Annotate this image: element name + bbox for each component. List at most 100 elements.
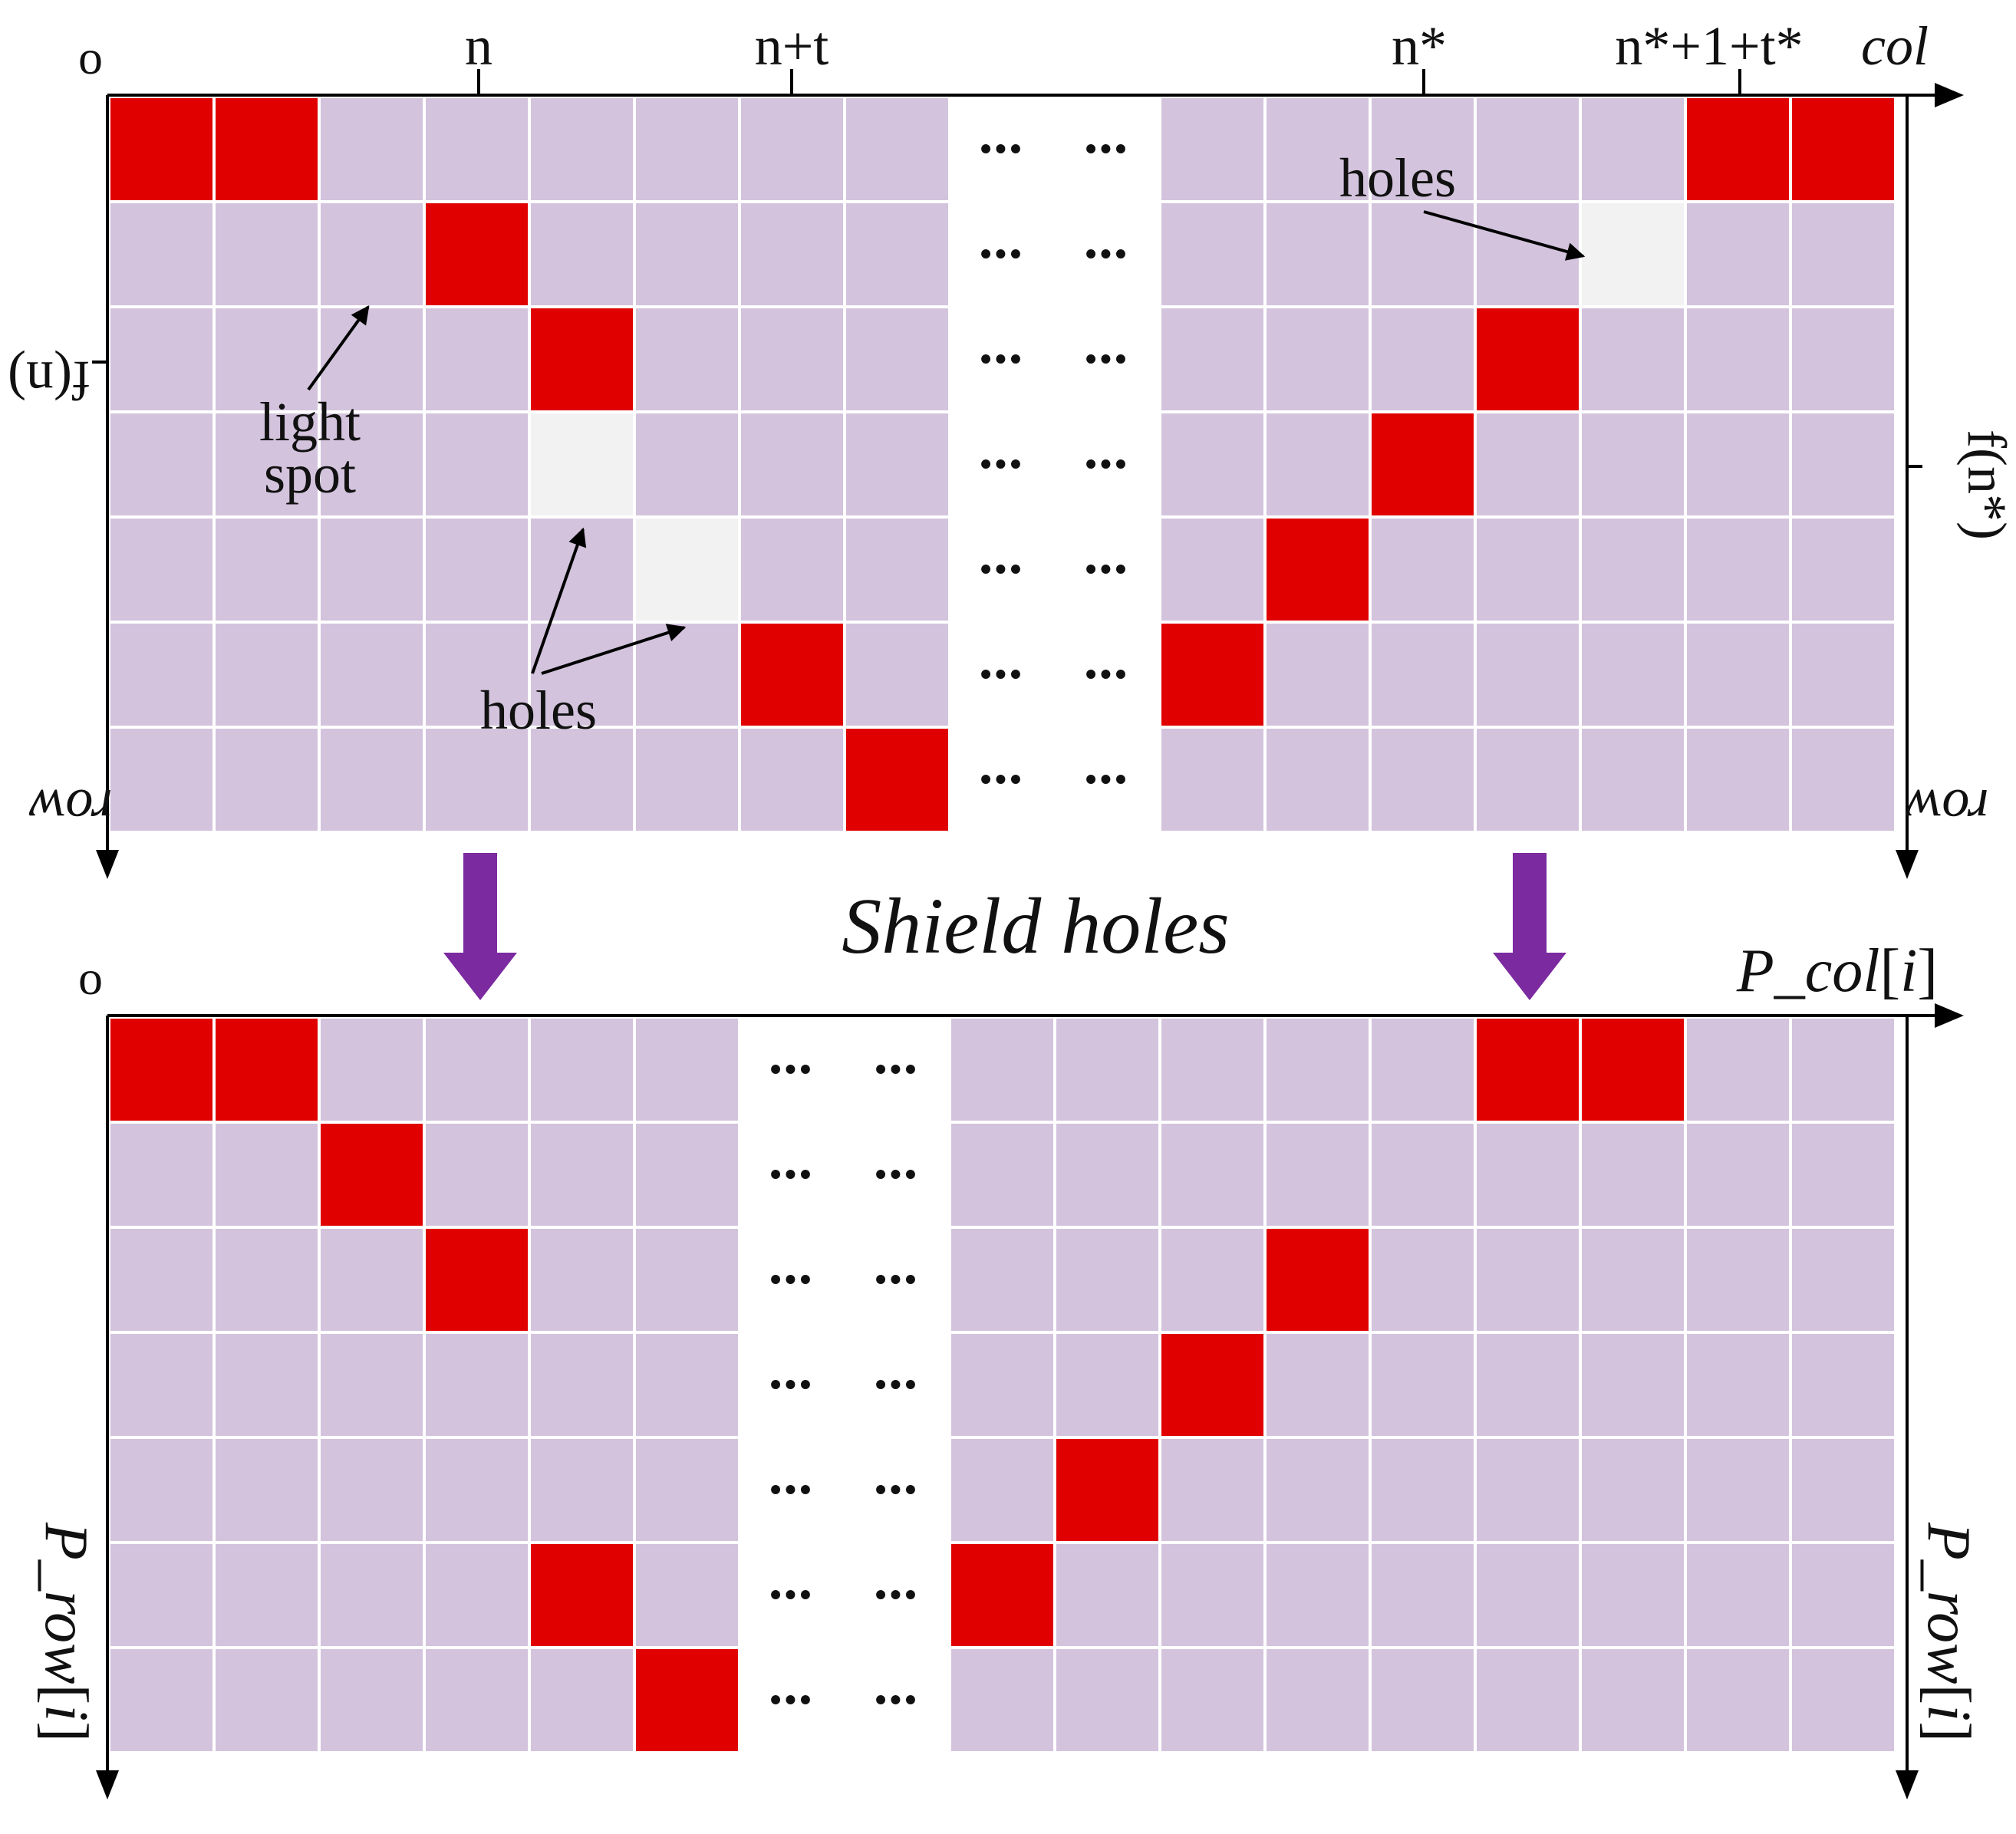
top-cell-r2-c16 bbox=[1792, 308, 1894, 410]
bottom-cell-r2-c0 bbox=[110, 1229, 212, 1331]
bottom-cell-r5-c10 bbox=[1161, 1544, 1263, 1646]
bottom-row-axis-left-open-bracket: [ bbox=[32, 1684, 100, 1704]
top-light-spot-cell-r0-c16 bbox=[1792, 98, 1894, 200]
bottom-cell-r0-c11 bbox=[1267, 1019, 1369, 1121]
bottom-light-spot-cell-r0-c13 bbox=[1477, 1019, 1579, 1121]
top-cell-r2-c15 bbox=[1687, 308, 1789, 410]
bottom-cell-r2-c8 bbox=[951, 1229, 1053, 1331]
top-cell-r2-c3 bbox=[426, 308, 528, 410]
bottom-cell-r6-c10 bbox=[1161, 1649, 1263, 1751]
top-cell-r1-c4 bbox=[531, 203, 633, 305]
bottom-cell-r2-c5 bbox=[636, 1229, 738, 1331]
bottom-light-spot-cell-r0-c1 bbox=[216, 1019, 318, 1121]
bottom-cell-r1-c4 bbox=[531, 1124, 633, 1226]
top-light-spot-cell-r4-c11 bbox=[1267, 519, 1369, 621]
top-cell-r3-c6 bbox=[741, 413, 843, 515]
bottom-cell-r2-c9 bbox=[1056, 1229, 1158, 1331]
top-cell-r2-c5 bbox=[636, 308, 738, 410]
bottom-cell-r0-c5 bbox=[636, 1019, 738, 1121]
bottom-cell-r5-c5 bbox=[636, 1544, 738, 1646]
top-ellipsis-r3-c8: ••• bbox=[980, 446, 1024, 483]
bottom-cell-r4-c3 bbox=[426, 1439, 528, 1541]
bottom-cell-r1-c16 bbox=[1792, 1124, 1894, 1226]
bottom-col-axis-underscore: _ bbox=[1774, 937, 1806, 1005]
top-cell-r6-c12 bbox=[1372, 729, 1474, 831]
bottom-cell-r4-c8 bbox=[951, 1439, 1053, 1541]
bottom-cell-r6-c3 bbox=[426, 1649, 528, 1751]
bottom-light-spot-cell-r3-c10 bbox=[1161, 1334, 1263, 1436]
bottom-cell-r3-c12 bbox=[1372, 1334, 1474, 1436]
shield-holes-title: Shield holes bbox=[842, 882, 1229, 970]
top-cell-r4-c6 bbox=[741, 519, 843, 621]
top-cell-r4-c15 bbox=[1687, 519, 1789, 621]
top-light-spot-cell-r2-c13 bbox=[1477, 308, 1579, 410]
bottom-cell-r6-c16 bbox=[1792, 1649, 1894, 1751]
top-cell-r6-c14 bbox=[1582, 729, 1684, 831]
bottom-col-axis-idx: i bbox=[1900, 937, 1917, 1005]
top-cell-r0-c3 bbox=[426, 98, 528, 200]
top-cell-r6-c16 bbox=[1792, 729, 1894, 831]
top-ellipsis-r6-c8: ••• bbox=[980, 761, 1024, 798]
bottom-cell-r4-c4 bbox=[531, 1439, 633, 1541]
col-tick-label-n-plus-t: n+t bbox=[755, 15, 829, 77]
bottom-light-spot-cell-r5-c4 bbox=[531, 1544, 633, 1646]
bottom-cell-r2-c12 bbox=[1372, 1229, 1474, 1331]
top-cell-r2-c0 bbox=[110, 308, 212, 410]
top-cell-r1-c15 bbox=[1687, 203, 1789, 305]
bottom-cell-r2-c1 bbox=[216, 1229, 318, 1331]
holes-pointer-right bbox=[1423, 210, 1586, 261]
top-annotations: light spot holes holes bbox=[259, 147, 1586, 741]
top-ellipsis-r0-c9: ••• bbox=[1085, 130, 1129, 168]
bottom-cell-r5-c1 bbox=[216, 1544, 318, 1646]
top-cell-r4-c16 bbox=[1792, 519, 1894, 621]
bottom-cell-r3-c2 bbox=[321, 1334, 423, 1436]
top-light-spot-cell-r0-c0 bbox=[110, 98, 212, 200]
bottom-col-axis-open-bracket: [ bbox=[1879, 937, 1900, 1005]
top-cell-r5-c15 bbox=[1687, 624, 1789, 726]
bottom-cell-r6-c15 bbox=[1687, 1649, 1789, 1751]
bottom-cell-r2-c10 bbox=[1161, 1229, 1263, 1331]
top-cell-r5-c2 bbox=[321, 624, 423, 726]
top-cell-r5-c12 bbox=[1372, 624, 1474, 726]
top-cell-r3-c2 bbox=[321, 413, 423, 515]
bottom-cell-r4-c15 bbox=[1687, 1439, 1789, 1541]
bottom-cell-r0-c10 bbox=[1161, 1019, 1263, 1121]
bottom-cell-r1-c13 bbox=[1477, 1124, 1579, 1226]
top-cell-r5-c11 bbox=[1267, 624, 1369, 726]
bottom-col-axis-close-bracket: ] bbox=[1917, 937, 1938, 1005]
row-tick-label-f-n: f(n) bbox=[8, 350, 91, 411]
bottom-cell-r4-c10 bbox=[1161, 1439, 1263, 1541]
row-tick-label-f-n-star: f(n*) bbox=[1956, 430, 2016, 540]
bottom-cell-r0-c15 bbox=[1687, 1019, 1789, 1121]
bottom-cell-r6-c14 bbox=[1582, 1649, 1684, 1751]
top-cell-r2-c7 bbox=[846, 308, 948, 410]
top-cell-r0-c6 bbox=[741, 98, 843, 200]
top-cell-r0-c13 bbox=[1477, 98, 1579, 200]
top-cell-r1-c7 bbox=[846, 203, 948, 305]
bottom-cell-r3-c15 bbox=[1687, 1334, 1789, 1436]
bottom-cell-r3-c5 bbox=[636, 1334, 738, 1436]
top-light-spot-cell-r5-c10 bbox=[1161, 624, 1263, 726]
top-cell-r0-c11 bbox=[1267, 98, 1369, 200]
top-cell-r3-c5 bbox=[636, 413, 738, 515]
bottom-cell-r4-c16 bbox=[1792, 1439, 1894, 1541]
bottom-cell-r2-c15 bbox=[1687, 1229, 1789, 1331]
bottom-cell-r3-c11 bbox=[1267, 1334, 1369, 1436]
bottom-row-axis-left-idx: i bbox=[32, 1704, 100, 1721]
bottom-cell-r3-c3 bbox=[426, 1334, 528, 1436]
light-spot-pointer bbox=[307, 305, 370, 391]
top-ellipsis-r4-c9: ••• bbox=[1085, 551, 1129, 588]
top-cell-r3-c0 bbox=[110, 413, 212, 515]
top-cell-r6-c11 bbox=[1267, 729, 1369, 831]
bottom-light-spot-cell-r6-c5 bbox=[636, 1649, 738, 1751]
bottom-row-axis-right-var: row bbox=[1915, 1591, 1982, 1684]
top-cell-r5-c14 bbox=[1582, 624, 1684, 726]
bottom-cell-r2-c14 bbox=[1582, 1229, 1684, 1331]
top-cell-r6-c6 bbox=[741, 729, 843, 831]
top-cell-r1-c5 bbox=[636, 203, 738, 305]
bottom-light-spot-cell-r1-c2 bbox=[321, 1124, 423, 1226]
bottom-cell-r2-c2 bbox=[321, 1229, 423, 1331]
bottom-cell-r1-c10 bbox=[1161, 1124, 1263, 1226]
bottom-row-axis-left-p: P bbox=[32, 1522, 100, 1560]
holes-pointer-left-2 bbox=[541, 624, 687, 675]
